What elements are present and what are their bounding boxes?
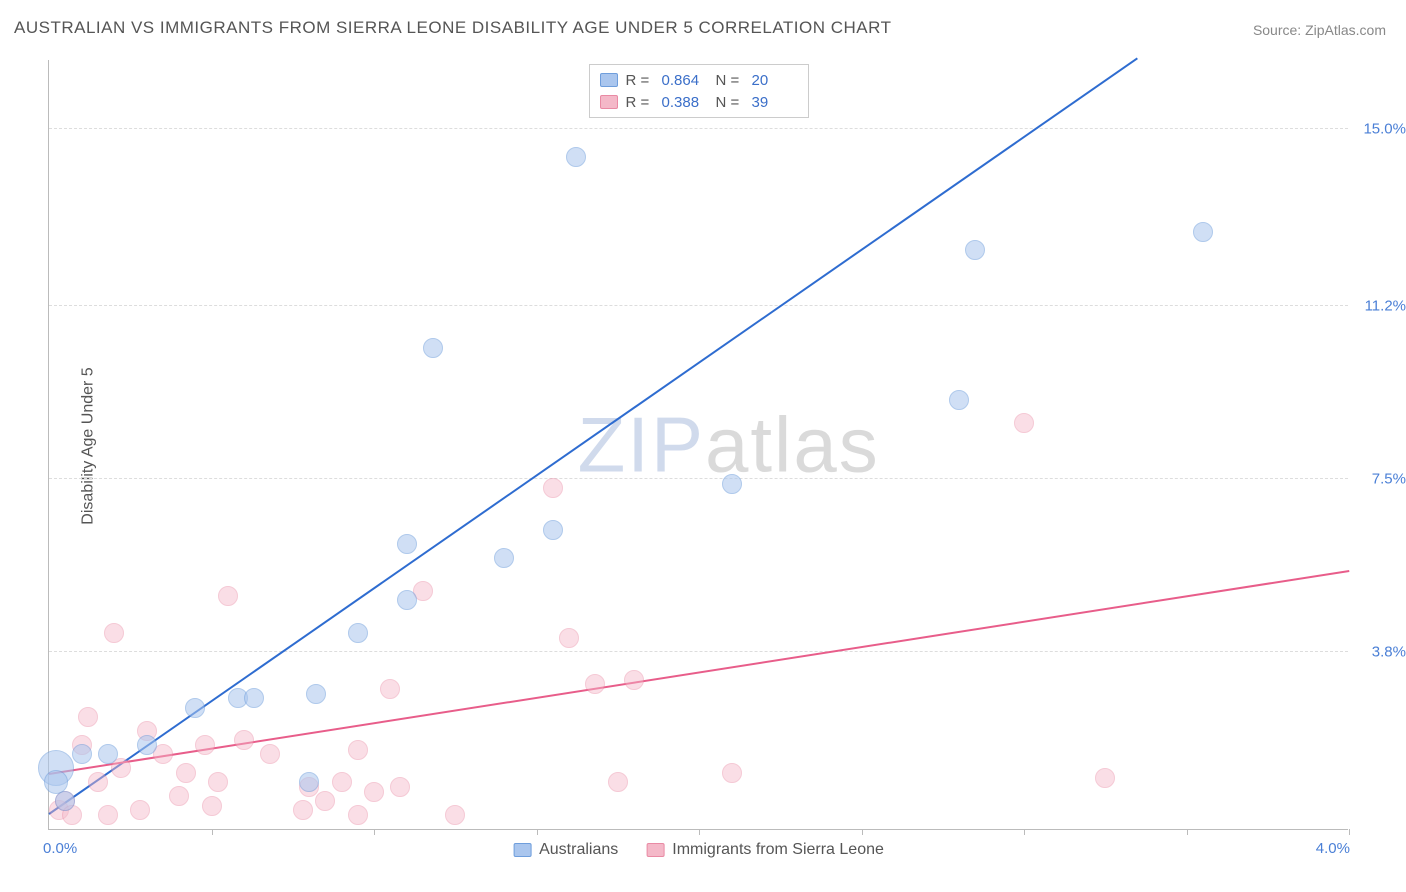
x-tick (537, 829, 538, 835)
data-point (260, 744, 280, 764)
data-point (722, 474, 742, 494)
data-point (380, 679, 400, 699)
data-point (397, 534, 417, 554)
data-point (348, 805, 368, 825)
trend-line (48, 57, 1138, 815)
legend-bottom-swatch-0 (513, 843, 531, 857)
legend-n-label: N = (716, 94, 744, 111)
legend-r-value-1: 0.388 (662, 94, 708, 111)
x-tick (1349, 829, 1350, 835)
data-point (185, 698, 205, 718)
gridline (49, 478, 1348, 479)
data-point (445, 805, 465, 825)
data-point (332, 772, 352, 792)
legend-swatch-1 (600, 95, 618, 109)
legend-n-label: N = (716, 72, 744, 89)
data-point (293, 800, 313, 820)
data-point (543, 478, 563, 498)
legend-n-value-0: 20 (752, 72, 798, 89)
legend-item-0: Australians (513, 841, 618, 859)
legend-n-value-1: 39 (752, 94, 798, 111)
chart-title: AUSTRALIAN VS IMMIGRANTS FROM SIERRA LEO… (14, 18, 892, 38)
data-point (348, 623, 368, 643)
data-point (130, 800, 150, 820)
gridline (49, 651, 1348, 652)
legend-item-1: Immigrants from Sierra Leone (646, 841, 884, 859)
data-point (299, 772, 319, 792)
legend-bottom-label-1: Immigrants from Sierra Leone (672, 841, 884, 859)
data-point (390, 777, 410, 797)
legend-r-value-0: 0.864 (662, 72, 708, 89)
scatter-plot-area: ZIPatlas R = 0.864 N = 20 R = 0.388 N = … (48, 60, 1348, 830)
data-point (244, 688, 264, 708)
data-point (55, 791, 75, 811)
legend-bottom-swatch-1 (646, 843, 664, 857)
correlation-legend: R = 0.864 N = 20 R = 0.388 N = 39 (589, 64, 809, 118)
legend-swatch-0 (600, 73, 618, 87)
data-point (98, 805, 118, 825)
x-tick (1024, 829, 1025, 835)
legend-bottom-label-0: Australians (539, 841, 618, 859)
x-tick (212, 829, 213, 835)
data-point (78, 707, 98, 727)
y-tick-label: 7.5% (1354, 471, 1406, 488)
data-point (315, 791, 335, 811)
data-point (98, 744, 118, 764)
source-label: Source: (1253, 22, 1305, 38)
data-point (104, 623, 124, 643)
data-point (202, 796, 222, 816)
data-point (494, 548, 514, 568)
y-tick-label: 11.2% (1354, 298, 1406, 315)
data-point (72, 744, 92, 764)
gridline (49, 305, 1348, 306)
data-point (218, 586, 238, 606)
data-point (397, 590, 417, 610)
legend-r-label: R = (626, 72, 654, 89)
legend-r-label: R = (626, 94, 654, 111)
gridline (49, 128, 1348, 129)
data-point (364, 782, 384, 802)
watermark-part1: ZIP (578, 400, 705, 488)
data-point (208, 772, 228, 792)
y-tick-label: 3.8% (1354, 643, 1406, 660)
data-point (195, 735, 215, 755)
x-tick (862, 829, 863, 835)
x-tick (699, 829, 700, 835)
data-point (88, 772, 108, 792)
data-point (559, 628, 579, 648)
data-point (585, 674, 605, 694)
x-tick (374, 829, 375, 835)
data-point (306, 684, 326, 704)
data-point (1193, 222, 1213, 242)
data-point (137, 735, 157, 755)
legend-row-series-1: R = 0.388 N = 39 (600, 91, 798, 113)
data-point (176, 763, 196, 783)
data-point (566, 147, 586, 167)
legend-row-series-0: R = 0.864 N = 20 (600, 69, 798, 91)
data-point (543, 520, 563, 540)
data-point (348, 740, 368, 760)
data-point (169, 786, 189, 806)
data-point (965, 240, 985, 260)
source-value: ZipAtlas.com (1305, 22, 1386, 38)
data-point (1095, 768, 1115, 788)
source-attribution: Source: ZipAtlas.com (1253, 22, 1386, 38)
data-point (423, 338, 443, 358)
x-axis-max-label: 4.0% (1316, 840, 1350, 857)
data-point (1014, 413, 1034, 433)
data-point (722, 763, 742, 783)
y-tick-label: 15.0% (1354, 121, 1406, 138)
series-legend: Australians Immigrants from Sierra Leone (513, 841, 884, 859)
data-point (624, 670, 644, 690)
data-point (234, 730, 254, 750)
data-point (949, 390, 969, 410)
x-axis-origin-label: 0.0% (43, 840, 77, 857)
data-point (608, 772, 628, 792)
x-tick (1187, 829, 1188, 835)
